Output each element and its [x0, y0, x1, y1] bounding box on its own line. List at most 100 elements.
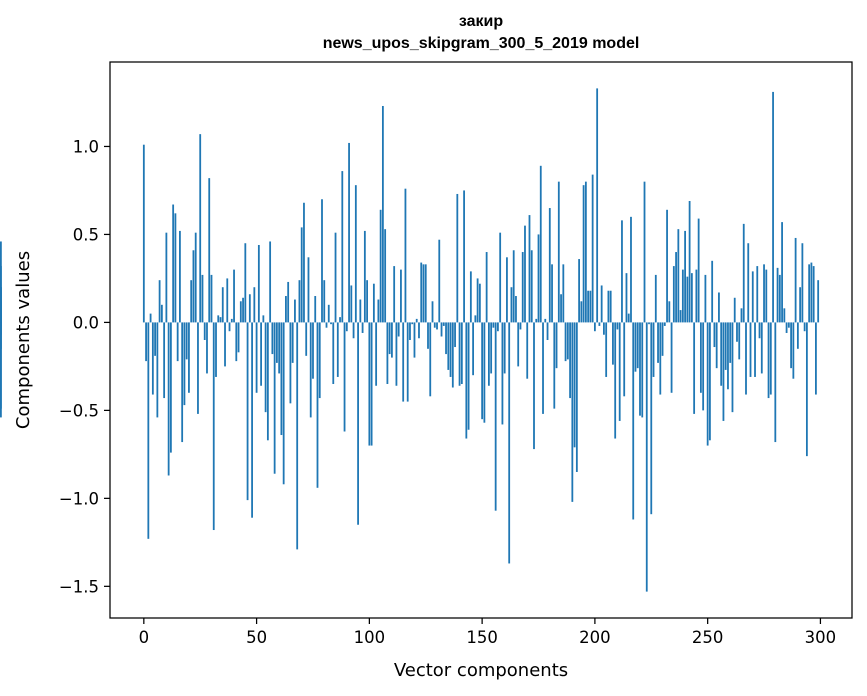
y-axis: −1.5 −1.0 −0.5 0.0 0.5 1.0	[59, 137, 110, 596]
bar	[176, 322, 179, 362]
bar	[188, 322, 190, 393]
bar	[350, 285, 353, 323]
bar	[314, 296, 317, 323]
bar	[623, 322, 626, 397]
bar	[537, 234, 540, 323]
bar	[695, 269, 698, 323]
bar	[363, 230, 366, 323]
bar	[580, 301, 583, 323]
bar	[783, 308, 786, 323]
bar	[339, 317, 341, 323]
bar	[345, 322, 348, 332]
bar	[787, 322, 790, 328]
bar	[765, 269, 768, 323]
bar	[796, 322, 799, 349]
bar	[718, 292, 720, 323]
bar	[458, 322, 461, 386]
bar	[379, 209, 382, 323]
bar	[397, 322, 400, 337]
bar	[727, 322, 729, 390]
bar	[657, 322, 659, 363]
bar	[607, 290, 610, 323]
y-tick-label: 0.0	[73, 313, 99, 332]
bar	[492, 322, 495, 328]
bar	[618, 322, 621, 421]
bar	[167, 322, 170, 476]
bar	[569, 322, 571, 399]
bar	[208, 178, 211, 323]
bar	[307, 257, 310, 323]
x-tick-label: 50	[246, 628, 267, 647]
bar	[285, 296, 287, 323]
bar	[553, 322, 556, 409]
bar	[451, 322, 454, 388]
bar	[767, 322, 770, 399]
bar	[228, 322, 231, 332]
bar	[670, 322, 673, 393]
bar	[330, 322, 332, 325]
bar	[465, 322, 468, 439]
bar	[418, 322, 420, 339]
bar	[562, 264, 565, 323]
bar	[415, 318, 418, 323]
y-tick-label: −1.5	[59, 577, 99, 596]
chart-title: закир	[459, 13, 503, 30]
bar	[0, 322, 2, 418]
bar	[163, 322, 166, 399]
bar	[769, 322, 772, 395]
bar	[248, 294, 251, 323]
bar	[154, 322, 156, 356]
bar	[253, 287, 256, 323]
bar	[194, 232, 197, 323]
bar	[219, 317, 222, 323]
x-tick-label: 100	[354, 628, 386, 647]
bar	[445, 322, 447, 355]
bar	[357, 322, 359, 525]
bar	[555, 322, 558, 369]
bar	[483, 322, 486, 423]
bar	[510, 287, 513, 323]
bar	[790, 322, 792, 369]
bar	[463, 190, 465, 323]
bar	[803, 322, 806, 332]
bar	[334, 232, 337, 323]
bar	[593, 322, 596, 332]
bar	[476, 278, 479, 323]
bar	[300, 227, 303, 323]
bar	[413, 322, 416, 358]
y-axis-label: Components values	[13, 251, 34, 429]
bar	[627, 313, 630, 323]
bar	[542, 322, 544, 414]
bar	[217, 315, 220, 323]
bar	[490, 322, 493, 374]
bar	[677, 229, 680, 323]
bar	[528, 215, 531, 323]
bar	[160, 304, 163, 323]
bar	[704, 274, 707, 323]
bar	[724, 322, 727, 370]
bar	[246, 322, 249, 501]
bar	[235, 322, 238, 362]
bar	[343, 322, 346, 432]
bar	[294, 299, 296, 323]
bar	[512, 250, 515, 323]
bar	[551, 264, 553, 323]
bar	[386, 322, 389, 384]
bar	[481, 322, 484, 420]
bar	[609, 290, 612, 323]
bar	[440, 322, 443, 337]
bar	[713, 322, 716, 348]
y-tick-label: −1.0	[59, 489, 99, 508]
bar	[625, 273, 628, 323]
bar	[690, 273, 693, 323]
bar	[456, 193, 459, 323]
chart-subtitle: news_upos_skipgram_300_5_2019 model	[323, 35, 640, 52]
bar	[598, 322, 601, 326]
bar	[420, 262, 423, 323]
x-tick-label: 200	[579, 628, 611, 647]
bar	[242, 297, 244, 323]
bar	[621, 220, 623, 323]
bar	[282, 322, 285, 485]
bar	[575, 322, 578, 472]
